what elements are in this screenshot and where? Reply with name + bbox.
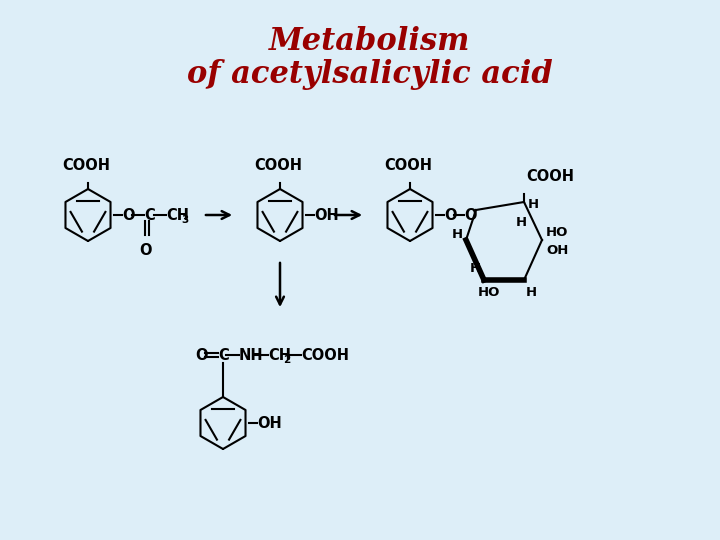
- Text: O: O: [444, 207, 456, 222]
- Text: Metabolism: Metabolism: [269, 26, 471, 57]
- Text: 2: 2: [283, 355, 290, 365]
- Text: COOH: COOH: [254, 158, 302, 173]
- Text: HO: HO: [478, 286, 500, 299]
- Text: C: C: [144, 207, 155, 222]
- Text: of acetylsalicylic acid: of acetylsalicylic acid: [187, 59, 553, 91]
- Text: NH: NH: [239, 348, 264, 362]
- Text: HO: HO: [546, 226, 568, 239]
- Text: CH: CH: [268, 348, 291, 362]
- Text: COOH: COOH: [526, 169, 574, 184]
- Text: H: H: [526, 286, 537, 299]
- Text: COOH: COOH: [301, 348, 349, 362]
- Text: OH: OH: [546, 244, 568, 256]
- Text: COOH: COOH: [384, 158, 432, 173]
- Text: H: H: [470, 261, 481, 274]
- Text: H: H: [452, 228, 463, 241]
- Text: CH: CH: [166, 207, 189, 222]
- Text: H: H: [516, 215, 527, 228]
- Text: 3: 3: [181, 215, 188, 225]
- Text: OH: OH: [314, 207, 338, 222]
- Text: C: C: [218, 348, 229, 362]
- Text: O: O: [195, 348, 207, 362]
- Text: OH: OH: [257, 415, 282, 430]
- Text: O: O: [464, 207, 477, 222]
- Text: O: O: [122, 207, 135, 222]
- Text: O: O: [140, 243, 152, 258]
- Text: H: H: [528, 199, 539, 212]
- Text: COOH: COOH: [62, 158, 110, 173]
